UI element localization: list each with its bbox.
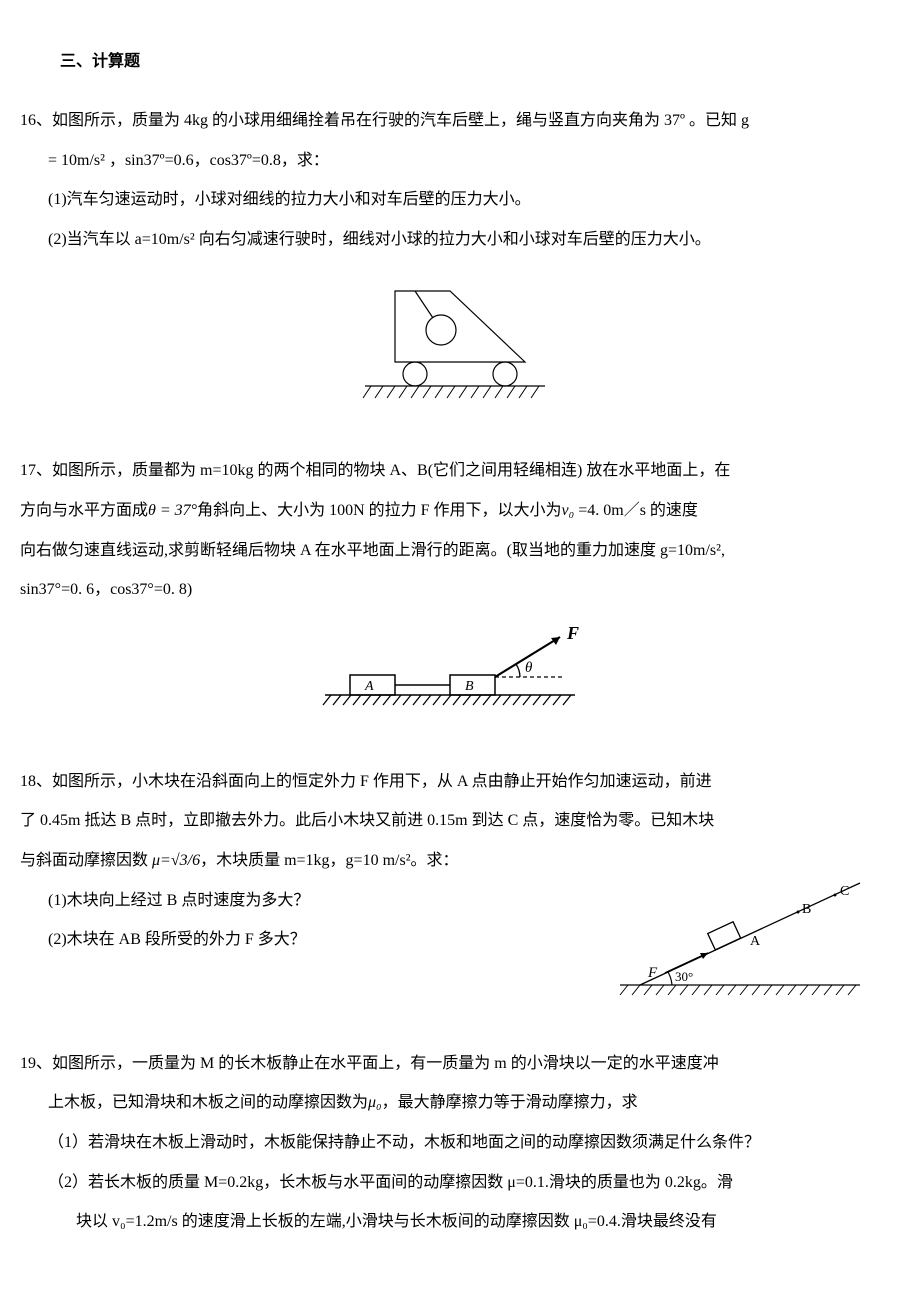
q19-sub2a: （2）若长木板的质量 M=0.2kg，长木板与水平面间的动摩擦因数 μ=0.1.… — [20, 1166, 890, 1200]
q17-label-F: F — [566, 627, 579, 643]
problem-18: 18、如图所示，小木块在沿斜面向上的恒定外力 F 作用下，从 A 点由静止开始作… — [20, 765, 890, 957]
q18-line2: 了 0.45m 抵达 B 点时，立即撤去外力。此后小木块又前进 0.15m 到达… — [20, 804, 890, 838]
q19-sub1: （1）若滑块在木板上滑动时，木板能保持静止不动，木板和地面之间的动摩擦因数须满足… — [20, 1126, 890, 1160]
q17-label-B: B — [465, 679, 474, 694]
q19-number: 19、 — [20, 1055, 52, 1072]
q16-text1: 如图所示，质量为 4kg 的小球用细绳拴着吊在行驶的汽车后壁上，绳与竖直方向夹角… — [52, 112, 749, 129]
q18-line1: 18、如图所示，小木块在沿斜面向上的恒定外力 F 作用下，从 A 点由静止开始作… — [20, 765, 890, 799]
q16-diagram-svg — [355, 276, 555, 406]
q17-l2b: 角斜向上、大小为 100N 的拉力 F 作用下，以大小为 — [197, 502, 561, 519]
q18-label-F: F — [647, 965, 658, 981]
q17-line1: 17、如图所示，质量都为 m=10kg 的两个相同的物块 A、B(它们之间用轻绳… — [20, 454, 890, 488]
q17-line4: sin37°=0. 6，cos37°=0. 8) — [20, 573, 890, 607]
q17-l2a: 方向与水平方面成 — [20, 502, 148, 519]
q17-figure: A B F θ — [20, 627, 890, 725]
q18-label-A: A — [750, 934, 761, 949]
q17-label-theta: θ — [525, 660, 533, 676]
q17-l2c: =4. 0m／s 的速度 — [574, 502, 698, 519]
q16-figure — [20, 276, 890, 414]
q16-line1: 16、如图所示，质量为 4kg 的小球用细绳拴着吊在行驶的汽车后壁上，绳与竖直方… — [20, 104, 890, 138]
q18-diagram-svg: 30° F A B C — [610, 865, 870, 1005]
problem-17: 17、如图所示，质量都为 m=10kg 的两个相同的物块 A、B(它们之间用轻绳… — [20, 454, 890, 724]
q19-sub2b: 块以 v₀=1.2m/s 的速度滑上长板的左端,小滑块与长木板间的动摩擦因数 μ… — [20, 1205, 890, 1239]
q18-number: 18、 — [20, 773, 52, 790]
q18-l3b: ，木块质量 m=1kg，g=10 m/s²。求： — [200, 852, 458, 869]
q16-number: 16、 — [20, 112, 52, 129]
q18-figure: 30° F A B C — [610, 865, 870, 1013]
q19-l2a: 上木板，已知滑块和木板之间的动摩擦因数为 — [48, 1094, 368, 1111]
q17-number: 17、 — [20, 462, 52, 479]
section-title: 三、计算题 — [60, 50, 890, 74]
q17-line3: 向右做匀速直线运动,求剪断轻绳后物块 A 在水平地面上滑行的距离。(取当地的重力… — [20, 534, 890, 568]
q16-sub1: (1)汽车匀速运动时，小球对细线的拉力大小和对车后壁的压力大小。 — [20, 183, 890, 217]
q17-v0: v₀ — [562, 502, 575, 519]
q18-mu: μ=√3/6 — [152, 852, 200, 869]
q18-label-B: B — [802, 902, 811, 917]
q18-angle: 30° — [675, 969, 693, 984]
q17-label-A: A — [364, 679, 374, 694]
q18-l3a: 与斜面动摩擦因数 — [20, 852, 152, 869]
q18-text1: 如图所示，小木块在沿斜面向上的恒定外力 F 作用下，从 A 点由静止开始作匀加速… — [52, 773, 712, 790]
problem-16: 16、如图所示，质量为 4kg 的小球用细绳拴着吊在行驶的汽车后壁上，绳与竖直方… — [20, 104, 890, 414]
q19-line1: 19、如图所示，一质量为 M 的长木板静止在水平面上，有一质量为 m 的小滑块以… — [20, 1047, 890, 1081]
q17-diagram-svg: A B F θ — [315, 627, 595, 717]
q19-line2: 上木板，已知滑块和木板之间的动摩擦因数为μ₀，最大静摩擦力等于滑动摩擦力，求 — [20, 1086, 890, 1120]
q19-mu0: μ₀ — [368, 1094, 382, 1111]
q17-theta: θ = 37° — [148, 502, 197, 519]
q16-sub2: (2)当汽车以 a=10m/s² 向右匀减速行驶时，细线对小球的拉力大小和小球对… — [20, 223, 890, 257]
problem-19: 19、如图所示，一质量为 M 的长木板静止在水平面上，有一质量为 m 的小滑块以… — [20, 1047, 890, 1239]
q17-line2: 方向与水平方面成θ = 37°角斜向上、大小为 100N 的拉力 F 作用下，以… — [20, 494, 890, 528]
q19-l2b: ，最大静摩擦力等于滑动摩擦力，求 — [382, 1094, 638, 1111]
q17-text1: 如图所示，质量都为 m=10kg 的两个相同的物块 A、B(它们之间用轻绳相连)… — [52, 462, 730, 479]
q19-text1: 如图所示，一质量为 M 的长木板静止在水平面上，有一质量为 m 的小滑块以一定的… — [52, 1055, 719, 1072]
q18-label-C: C — [840, 884, 849, 899]
q16-line2: = 10m/s² ，sin37º=0.6，cos37º=0.8，求： — [20, 144, 890, 178]
